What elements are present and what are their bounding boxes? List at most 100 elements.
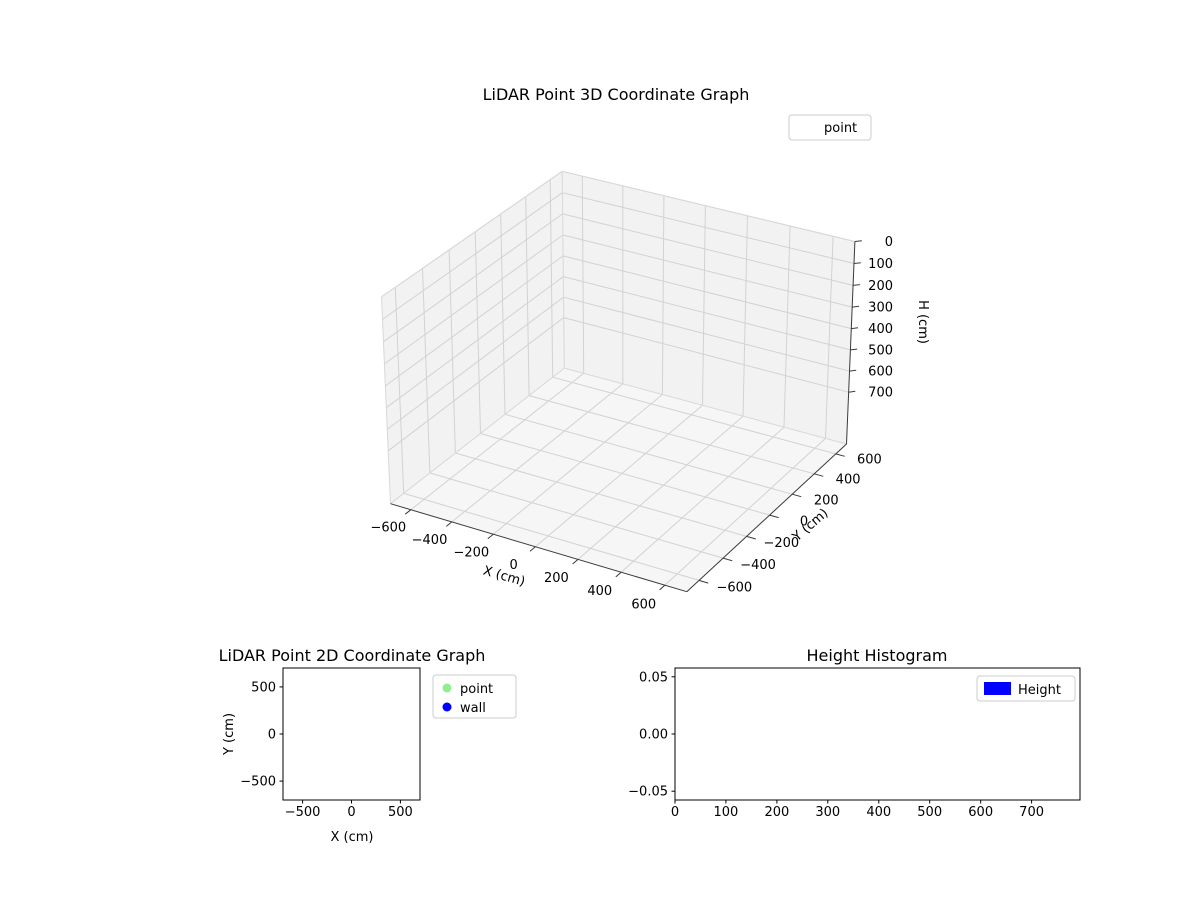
tick-mark [835, 453, 845, 457]
tick-mark [854, 240, 862, 242]
y-tick-label: 0.05 [639, 670, 668, 685]
x-tick-label: 200 [544, 571, 569, 586]
subplot-3d: LiDAR Point 3D Coordinate Graph −600 −400… [370, 85, 930, 612]
grid-line [742, 215, 748, 417]
plot3d-zlabel: H (cm) [915, 300, 930, 344]
y-tick-label: −200 [763, 536, 799, 551]
y-tick-label: 600 [857, 453, 882, 468]
z-tick-label: 300 [868, 301, 893, 316]
grid-line [783, 225, 791, 428]
histogram-legend: Height [976, 675, 1076, 702]
tick-mark [851, 327, 859, 330]
x-tick-label: 700 [1019, 805, 1044, 820]
x-tick-label: 200 [764, 805, 789, 820]
z-tick-label: 400 [868, 322, 893, 337]
tick-mark [853, 262, 861, 264]
legend-label-wall: wall [460, 701, 486, 716]
x-tick-label: 100 [713, 805, 738, 820]
grid-line [386, 296, 564, 430]
grid-line [562, 213, 854, 286]
grid-line [552, 376, 836, 455]
plot3d-legend: point [788, 114, 872, 141]
x-tick-label: 500 [917, 805, 942, 820]
tick-mark [848, 390, 856, 393]
pane-edge [381, 170, 563, 298]
grid-line [664, 438, 826, 586]
y-tick-label: 0.00 [639, 728, 668, 743]
tick-mark [615, 571, 622, 578]
grid-line [474, 231, 481, 434]
grid-line [480, 433, 770, 516]
grid-line [385, 255, 564, 387]
y-tick-label: −600 [716, 580, 752, 595]
histogram-title: Height Histogram [807, 646, 948, 665]
x-tick-label: −500 [285, 805, 321, 820]
tick-mark [850, 348, 858, 351]
grid-line [504, 413, 793, 495]
z-tick-label: 500 [868, 343, 893, 358]
z-tick-label: 100 [868, 257, 893, 272]
grid-line [581, 176, 585, 374]
x-tick-label: 600 [968, 805, 993, 820]
tick-mark [792, 493, 802, 498]
x-tick-label: 400 [866, 805, 891, 820]
tick-mark [659, 584, 666, 591]
tick-mark [769, 514, 779, 519]
y-tick-label: −400 [740, 558, 776, 573]
pane-right [562, 171, 855, 445]
y-tick-label: 200 [814, 493, 839, 508]
grid-line [620, 426, 785, 573]
grid-line [563, 296, 850, 372]
grid-line [383, 213, 563, 343]
tick-mark [487, 533, 494, 540]
grid-line [825, 236, 834, 439]
x-tick-label: −600 [370, 521, 406, 536]
axis-line [686, 443, 847, 593]
x-tick-label: 400 [587, 584, 612, 599]
legend-label-point: point [824, 121, 857, 136]
x-tick-label: 0 [671, 805, 679, 820]
grid-line [382, 192, 563, 320]
tick-mark [722, 557, 733, 562]
grid-line [403, 492, 700, 581]
plot2d-title: LiDAR Point 2D Coordinate Graph [219, 646, 486, 665]
pane-floor [390, 368, 847, 592]
z-tick-label: 700 [868, 386, 893, 401]
grid-line [386, 276, 564, 409]
y-tick-label: 0 [268, 728, 276, 743]
y-tick-label: 400 [836, 473, 861, 488]
pane-edge [390, 367, 565, 505]
grid-line [422, 268, 431, 474]
grid-line [549, 179, 554, 378]
grid-line [455, 452, 747, 537]
grid-line [563, 276, 851, 351]
y-tick-label: 0 [800, 514, 808, 529]
x-tick-label: 300 [815, 805, 840, 820]
z-tick-label: 600 [868, 365, 893, 380]
legend-marker-height [984, 682, 1011, 695]
x-tick-label: −200 [453, 546, 489, 561]
tick-mark [529, 546, 536, 552]
grid-line [410, 372, 585, 511]
tick-mark [746, 535, 756, 540]
grid-line [387, 317, 565, 452]
tick-mark [853, 284, 860, 286]
grid-line [492, 394, 663, 535]
grid-line [528, 395, 815, 475]
grid-line [535, 404, 703, 548]
legend-frame [788, 114, 872, 141]
axis-line [846, 241, 856, 445]
axis-line [390, 503, 687, 593]
legend-marker-wall [442, 702, 452, 712]
pane-edge [562, 170, 856, 242]
y-tick-label: −0.05 [628, 785, 668, 800]
grid-line [429, 472, 724, 559]
tick-mark [852, 305, 860, 308]
grid-line [577, 415, 744, 560]
tick-mark [849, 369, 857, 372]
tick-mark [698, 579, 709, 584]
legend-marker-point [442, 683, 452, 693]
y-tick-label: −500 [240, 775, 276, 790]
plot3d-title: LiDAR Point 3D Coordinate Graph [483, 85, 750, 104]
